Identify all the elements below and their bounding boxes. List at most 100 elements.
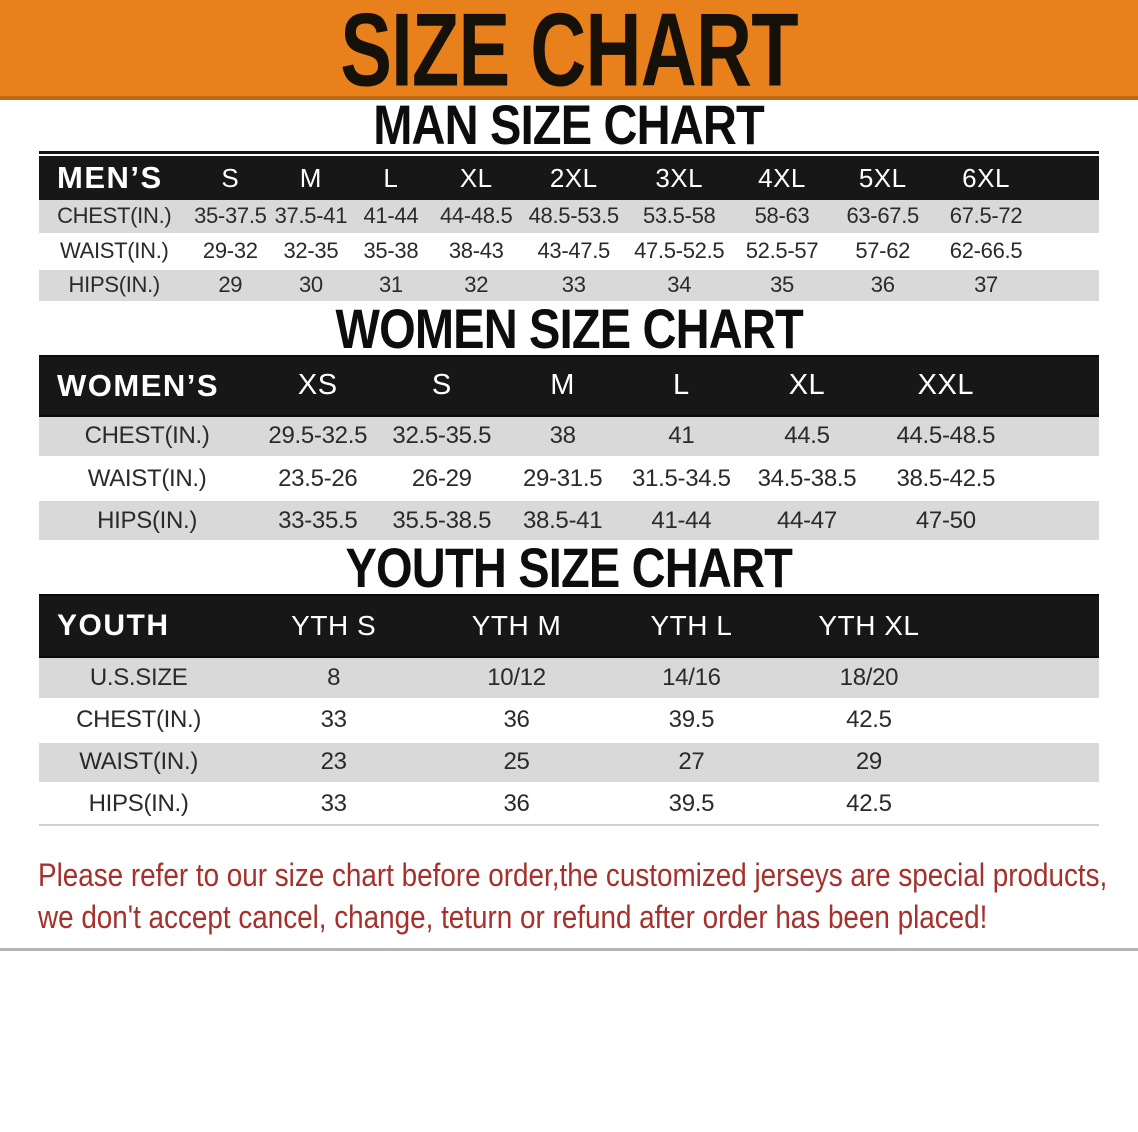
size-value: 29 [778,741,960,785]
men-column-header: 6XL [933,156,1039,200]
spacer-cell [1038,234,1099,270]
size-value: 35.5-38.5 [380,499,504,543]
size-value: 36 [429,699,604,743]
men-column-header: 3XL [626,156,733,200]
spacer-cell [1038,200,1099,236]
size-value: 44.5-48.5 [873,415,1019,459]
size-value: 33-35.5 [255,499,381,543]
men-section-title: MAN SIZE CHART [0,93,1138,156]
youth-column-header: YTH XL [778,594,960,658]
men-column-header: XL [431,156,522,200]
size-value: 53.5-58 [626,200,733,236]
men-column-header: L [350,156,432,200]
spacer-cell [1038,156,1099,200]
row-label: WAIST(IN.) [39,457,256,501]
size-value: 14/16 [603,657,779,701]
size-value: 43-47.5 [521,234,627,270]
size-value: 48.5-53.5 [521,200,627,236]
size-value: 35 [732,268,832,304]
spacer-cell [1018,457,1099,501]
size-value: 31.5-34.5 [621,457,741,501]
women-column-header: M [503,354,622,417]
row-label: CHEST(IN.) [39,415,256,459]
size-value: 41-44 [621,499,741,543]
size-value: 25 [429,741,604,785]
youth-table-row: CHEST(IN.) 33 36 39.5 42.5 [39,699,1099,743]
row-label: WAIST(IN.) [39,741,239,785]
size-value: 41-44 [350,200,432,236]
women-section-title: WOMEN SIZE CHART [0,296,1138,360]
women-section-title-text: WOMEN SIZE CHART [335,296,803,360]
youth-corner-label: YOUTH [39,594,239,658]
size-chart-banner: SIZE CHART [0,0,1138,100]
youth-size-table: YOUTH YTH S YTH M YTH L YTH XL U.S.SIZE 8 10/12… [39,594,1099,826]
men-column-header: 2XL [521,156,627,200]
spacer-cell [1018,354,1099,417]
size-value: 32.5-35.5 [380,415,504,459]
banner-title: SIZE CHART [0,0,1138,96]
disclaimer-line-2: we don't accept cancel, change, teturn o… [38,899,988,935]
men-section-title-text: MAN SIZE CHART [373,93,766,156]
size-value: 39.5 [603,783,779,826]
size-value: 18/20 [778,657,960,701]
youth-column-header: YTH L [603,594,779,658]
men-table-top-rule [39,151,1099,154]
men-column-header: S [189,156,272,200]
size-value: 37.5-41 [271,200,351,236]
size-value: 23 [238,741,430,785]
men-table-row: CHEST(IN.) 35-37.5 37.5-41 41-44 44-48.5 48.5… [39,200,1099,236]
women-table-row: CHEST(IN.) 29.5-32.5 32.5-35.5 38 41 44.5 44.5… [39,415,1099,459]
women-column-header: S [380,354,504,417]
row-label: HIPS(IN.) [39,783,239,826]
men-column-header: M [271,156,351,200]
size-value: 33 [238,699,430,743]
women-size-table: WOMEN’S XS S M L XL XXL CHEST(IN.) 29.5-32.5 32.5… [39,354,1099,543]
size-value: 34.5-38.5 [740,457,874,501]
size-value: 29 [189,268,272,304]
spacer-cell [1018,415,1099,459]
youth-table-row: WAIST(IN.) 23 25 27 29 [39,741,1099,785]
spacer-cell [959,657,1099,701]
size-value: 52.5-57 [732,234,832,270]
size-value: 37 [933,268,1039,304]
size-value: 57-62 [831,234,934,270]
women-column-header: XL [740,354,874,417]
size-value: 58-63 [732,200,832,236]
youth-section-title-text: YOUTH SIZE CHART [345,536,793,599]
row-label: CHEST(IN.) [39,699,239,743]
size-value: 29-32 [189,234,272,270]
banner-title-text: SIZE CHART [340,0,798,100]
size-value: 23.5-26 [255,457,381,501]
youth-section-title: YOUTH SIZE CHART [0,536,1138,599]
men-size-table: MEN’S S M L XL 2XL 3XL 4XL 5XL 6XL CHEST(IN.) 35-37… [39,156,1099,304]
size-value: 31 [350,268,432,304]
women-size-section: WOMEN SIZE CHART WOMEN’S XS S M L XL XXL CHEST(… [0,296,1138,543]
size-value: 47-50 [873,499,1019,543]
size-value: 42.5 [778,783,960,826]
youth-size-section: YOUTH SIZE CHART YOUTH YTH S YTH M YTH L YTH… [0,536,1138,826]
size-value: 27 [603,741,779,785]
size-value: 8 [238,657,430,701]
row-label: U.S.SIZE [39,657,239,701]
size-value: 38.5-42.5 [873,457,1019,501]
size-value: 32 [431,268,522,304]
size-value: 44-48.5 [431,200,522,236]
size-value: 38 [503,415,622,459]
size-value: 32-35 [271,234,351,270]
size-value: 34 [626,268,733,304]
size-value: 29.5-32.5 [255,415,381,459]
men-column-header: 4XL [732,156,832,200]
size-value: 67.5-72 [933,200,1039,236]
women-corner-label: WOMEN’S [39,354,256,417]
size-value: 30 [271,268,351,304]
size-value: 44-47 [740,499,874,543]
size-value: 35-37.5 [189,200,272,236]
bottom-divider [0,948,1138,951]
youth-column-header: YTH M [429,594,604,658]
size-value: 44.5 [740,415,874,459]
women-column-header: XXL [873,354,1019,417]
size-value: 35-38 [350,234,432,270]
size-value: 33 [238,783,430,826]
size-value: 36 [831,268,934,304]
size-value: 33 [521,268,627,304]
